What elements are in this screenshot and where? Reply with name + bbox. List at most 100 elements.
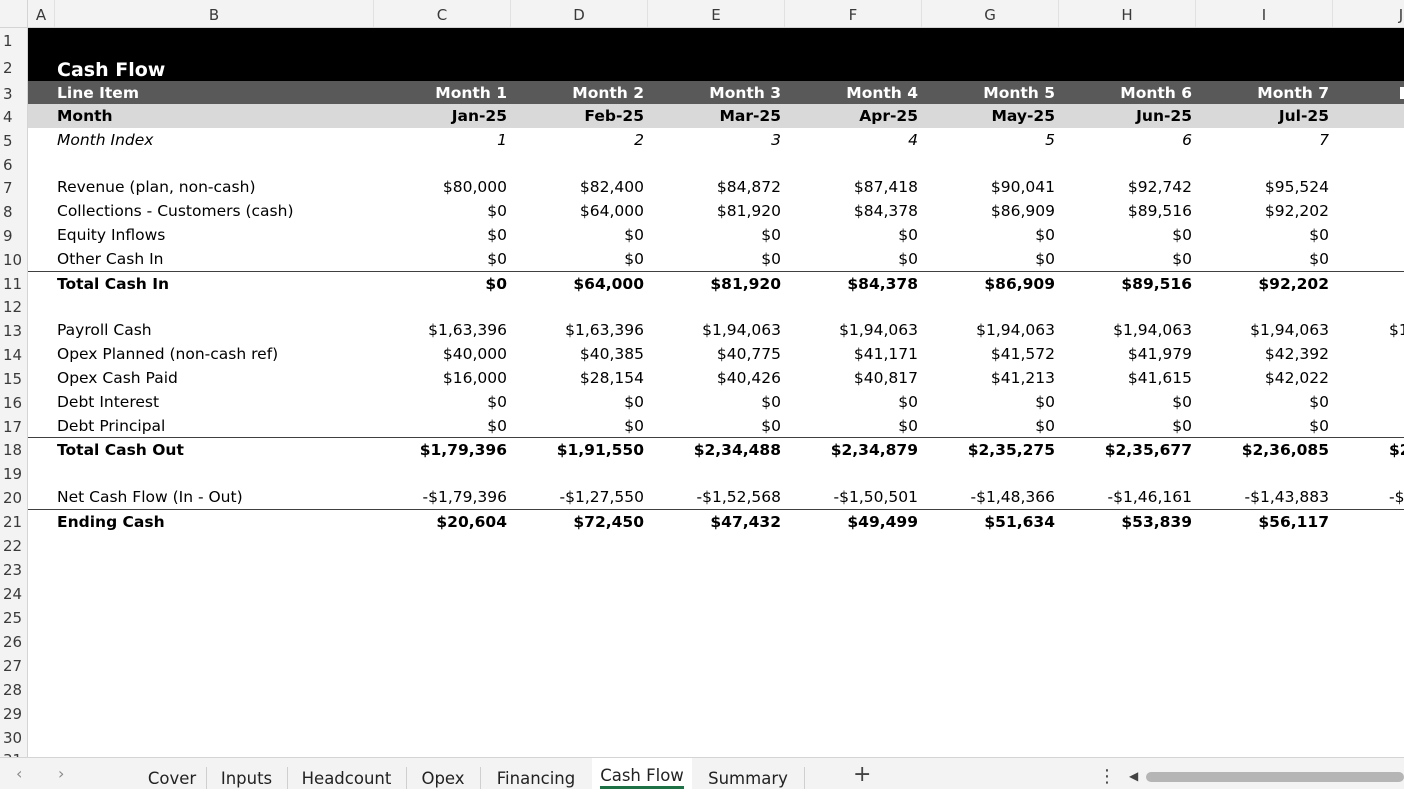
month-index-label[interactable]: Month Index [57, 131, 154, 149]
cell-value[interactable]: $0 [761, 416, 781, 435]
header-month[interactable]: Month 7 [1257, 83, 1329, 102]
cell-value[interactable]: $0 [761, 393, 781, 411]
row-header-3[interactable]: 3 [3, 85, 13, 103]
month-date[interactable]: Feb-25 [584, 107, 644, 125]
cell-value[interactable]: $81,920 [710, 274, 781, 293]
column-header-b[interactable]: B [55, 0, 374, 27]
cell-value[interactable]: $1,94,063 [1250, 321, 1329, 339]
cell-value[interactable]: -$1,52,568 [696, 488, 781, 506]
month-index-value[interactable]: 7 [1319, 131, 1329, 149]
cell-value[interactable]: $41,572 [990, 345, 1055, 363]
cell-value[interactable]: $2,34,488 [693, 441, 781, 459]
sheet-tab-headcount[interactable]: Headcount [287, 758, 406, 789]
cell-value[interactable]: $42,022 [1264, 369, 1329, 387]
cell-value[interactable]: $40,000 [442, 345, 507, 363]
cell-value[interactable]: $2,34,879 [830, 441, 918, 459]
cell-value[interactable]: $0 [1035, 226, 1055, 244]
row-header-11[interactable]: 11 [3, 275, 23, 293]
header-line-item[interactable]: Line Item [57, 83, 139, 102]
line-item-label[interactable]: Total Cash Out [57, 441, 184, 459]
cell-value[interactable]: $89,516 [1121, 274, 1192, 293]
row-header-21[interactable]: 21 [3, 513, 23, 531]
month-index-value[interactable]: 1 [497, 131, 507, 149]
cell-value[interactable]: $92,202 [1258, 274, 1329, 293]
cell-value-column-j[interactable]: $2 [1389, 441, 1404, 459]
cell-value[interactable]: $0 [1035, 416, 1055, 435]
cell-value[interactable]: $47,432 [710, 513, 781, 531]
cell-value[interactable]: $40,426 [716, 369, 781, 387]
cell-value[interactable]: $84,872 [716, 178, 781, 196]
line-item-label[interactable]: Other Cash In [57, 250, 164, 268]
cell-value[interactable]: $90,041 [990, 178, 1055, 196]
month-date[interactable]: Jul-25 [1278, 107, 1329, 125]
cell-value[interactable]: $0 [487, 250, 507, 268]
header-month[interactable]: Month 2 [572, 83, 644, 102]
line-item-label[interactable]: Opex Planned (non-cash ref) [57, 345, 279, 363]
cell-value[interactable]: $40,817 [853, 369, 918, 387]
month-date[interactable]: Jun-25 [1136, 107, 1192, 125]
month-index-value[interactable]: 2 [634, 131, 644, 149]
row-header-18[interactable]: 18 [3, 441, 23, 459]
row-header-2[interactable]: 2 [3, 59, 13, 77]
column-header-a[interactable]: A [28, 0, 55, 27]
cell-value[interactable]: $86,909 [990, 202, 1055, 220]
row-header-19[interactable]: 19 [3, 465, 23, 483]
chevron-left-icon[interactable]: ‹ [16, 764, 23, 783]
cell-value[interactable]: -$1,46,161 [1107, 488, 1192, 506]
row-header-24[interactable]: 24 [3, 585, 23, 603]
line-item-label[interactable]: Debt Principal [57, 416, 166, 435]
line-item-label[interactable]: Ending Cash [57, 513, 165, 531]
cell-value-column-j[interactable]: -$1 [1389, 488, 1404, 506]
row-header-17[interactable]: 17 [3, 418, 23, 436]
cell-value[interactable]: $28,154 [579, 369, 644, 387]
header-month[interactable]: Month 1 [435, 83, 507, 102]
row-header-20[interactable]: 20 [3, 489, 23, 507]
cell-value[interactable]: $92,742 [1127, 178, 1192, 196]
cell-value[interactable]: $0 [1309, 393, 1329, 411]
cell-value[interactable]: $87,418 [853, 178, 918, 196]
sheet-tab-summary[interactable]: Summary [692, 758, 804, 789]
cell-value[interactable]: $0 [898, 393, 918, 411]
select-all-corner[interactable] [0, 0, 28, 28]
row-header-26[interactable]: 26 [3, 633, 23, 651]
horizontal-scrollbar[interactable] [1146, 772, 1404, 782]
cell-value[interactable]: $84,378 [853, 202, 918, 220]
row-header-13[interactable]: 13 [3, 322, 23, 340]
cell-value[interactable]: $81,920 [716, 202, 781, 220]
cell-value[interactable]: $40,775 [716, 345, 781, 363]
cell-value[interactable]: $0 [761, 226, 781, 244]
row-header-10[interactable]: 10 [3, 251, 23, 269]
cell-value[interactable]: $1,94,063 [839, 321, 918, 339]
chevron-right-icon[interactable]: › [58, 764, 65, 783]
header-month[interactable]: Month 5 [983, 83, 1055, 102]
cell-value[interactable]: -$1,50,501 [833, 488, 918, 506]
header-month[interactable]: Month 3 [709, 83, 781, 102]
cell-value[interactable]: $0 [898, 226, 918, 244]
cell-value[interactable]: $64,000 [573, 274, 644, 293]
cell-value[interactable]: $41,213 [990, 369, 1055, 387]
cell-value[interactable]: $2,35,677 [1104, 441, 1192, 459]
line-item-label[interactable]: Collections - Customers (cash) [57, 202, 294, 220]
sheet-tab-cash-flow[interactable]: Cash Flow [592, 758, 692, 789]
month-index-value[interactable]: 6 [1182, 131, 1192, 149]
row-header-8[interactable]: 8 [3, 203, 13, 221]
column-header-h[interactable]: H [1059, 0, 1196, 27]
cell-value[interactable]: $42,392 [1264, 345, 1329, 363]
row-header-28[interactable]: 28 [3, 681, 23, 699]
cell-value[interactable]: $0 [487, 202, 507, 220]
cell-value[interactable]: -$1,43,883 [1244, 488, 1329, 506]
cell-value[interactable]: $41,979 [1127, 345, 1192, 363]
cell-value[interactable]: -$1,79,396 [422, 488, 507, 506]
cell-value[interactable]: $0 [898, 250, 918, 268]
month-date[interactable]: Jan-25 [451, 107, 507, 125]
cell-value[interactable]: $89,516 [1127, 202, 1192, 220]
cell-value[interactable]: -$1,27,550 [559, 488, 644, 506]
cell-value[interactable]: $0 [624, 250, 644, 268]
plus-icon[interactable]: + [853, 762, 872, 787]
cell-value[interactable]: $92,202 [1264, 202, 1329, 220]
cell-value[interactable]: $51,634 [984, 513, 1055, 531]
cell-value[interactable]: $20,604 [436, 513, 507, 531]
sheet-title[interactable]: Cash Flow [57, 59, 166, 81]
column-header-f[interactable]: F [785, 0, 922, 27]
cell-value[interactable]: $53,839 [1121, 513, 1192, 531]
